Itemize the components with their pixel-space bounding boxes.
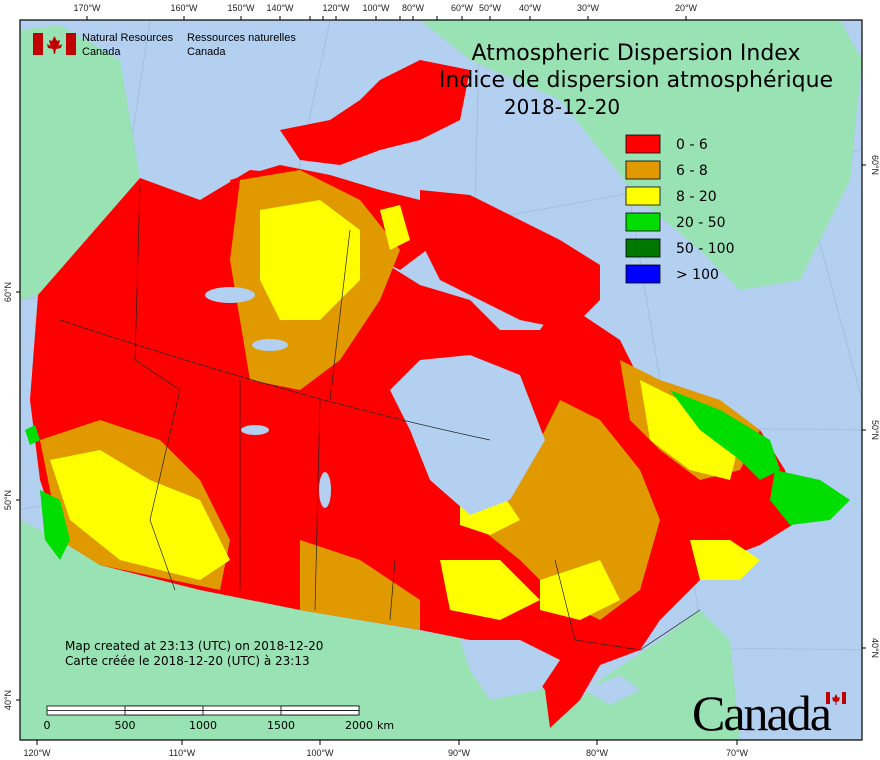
- right-axis-label: 40°N: [870, 638, 880, 658]
- top-axis-label: 80°W: [402, 3, 425, 13]
- scale-label: 500: [115, 719, 136, 732]
- scale-label: 1500: [267, 719, 295, 732]
- right-axis-label: 50°N: [870, 420, 880, 440]
- created-fr: Carte créée le 2018-12-20 (UTC) à 23:13: [65, 654, 310, 668]
- top-axis-label: 60°W: [451, 3, 474, 13]
- scale-label: 2000: [345, 719, 373, 732]
- scale-unit: km: [377, 719, 394, 732]
- bottom-axis-label: 110°W: [169, 748, 196, 758]
- lakes: [205, 287, 640, 705]
- left-axis-label: 60°N: [3, 282, 13, 302]
- bottom-axis-label: 70°W: [726, 748, 749, 758]
- zone-20-50: [25, 390, 850, 560]
- org-fr-line2: Canada: [187, 46, 226, 58]
- scale-bar: 0 500 1000 1500 2000 km: [44, 705, 394, 732]
- title-fr: Indice de dispersion atmosphérique: [439, 68, 833, 93]
- legend-label: 50 - 100: [676, 241, 735, 257]
- legend-swatch: [625, 186, 661, 206]
- arctic-islands: [280, 60, 470, 165]
- map-date: 2018-12-20: [504, 95, 620, 119]
- bottom-axis-label: 120°W: [23, 748, 51, 758]
- baffin-island: [420, 190, 600, 330]
- top-axis-label: 50°W: [479, 3, 502, 13]
- top-axis-label: 120°W: [322, 3, 350, 13]
- legend-label: 0 - 6: [676, 137, 708, 153]
- scale-label: 0: [44, 719, 51, 732]
- bottom-axis-label: 90°W: [448, 748, 471, 758]
- axis-labels: 170°W 160°W 150°W 140°W 120°W 100°W 80°W 60°W 50…: [3, 3, 880, 758]
- usa-land: [20, 520, 740, 740]
- bottom-axis-label: 80°W: [586, 748, 609, 758]
- canada-wordmark: Canada: [692, 685, 846, 741]
- legend-label: 6 - 8: [676, 163, 708, 179]
- title-en: Atmospheric Dispersion Index: [472, 41, 801, 66]
- greenland-land: [420, 20, 862, 290]
- legend-swatch: [625, 212, 661, 232]
- top-axis-label: 40°W: [519, 3, 542, 13]
- wordmark-flag-icon: [826, 692, 846, 705]
- alaska-land: [20, 25, 140, 300]
- created-en: Map created at 23:13 (UTC) on 2018-12-20: [65, 639, 323, 653]
- wordmark-text: Canada: [692, 685, 832, 741]
- canada-flag-icon: [33, 33, 76, 55]
- org-fr-line1: Ressources naturelles: [187, 32, 296, 44]
- borders: [59, 184, 701, 651]
- legend-swatch: [625, 264, 661, 284]
- legend-swatch: [625, 238, 661, 258]
- left-axis-label: 50°N: [3, 490, 13, 510]
- legend-swatch: [625, 160, 661, 180]
- right-axis-label: 60°N: [870, 155, 880, 175]
- legend-label: 8 - 20: [676, 189, 717, 205]
- top-axis-label: 160°W: [170, 3, 198, 13]
- top-axis-label: 20°W: [675, 3, 698, 13]
- bottom-axis-label: 100°W: [306, 748, 334, 758]
- top-axis-label: 100°W: [362, 3, 390, 13]
- legend-label: 20 - 50: [676, 215, 726, 231]
- top-axis-label: 150°W: [227, 3, 255, 13]
- zone-8-20: [50, 200, 760, 620]
- top-axis-label: 170°W: [73, 3, 101, 13]
- top-axis-label: 30°W: [577, 3, 600, 13]
- legend: 0 - 6 6 - 8 8 - 20 20 - 50 50 - 100 > 100: [625, 134, 735, 284]
- top-axis-label: 140°W: [266, 3, 294, 13]
- legend-swatch: [625, 134, 661, 154]
- scale-label: 1000: [189, 719, 217, 732]
- org-en-line1: Natural Resources: [82, 32, 174, 44]
- map-frame: [19, 19, 863, 741]
- nrcan-signature: Natural Resources Canada Ressources natu…: [33, 32, 296, 58]
- left-axis-label: 40°N: [3, 690, 13, 710]
- legend-label: > 100: [676, 267, 719, 283]
- org-en-line2: Canada: [82, 46, 121, 58]
